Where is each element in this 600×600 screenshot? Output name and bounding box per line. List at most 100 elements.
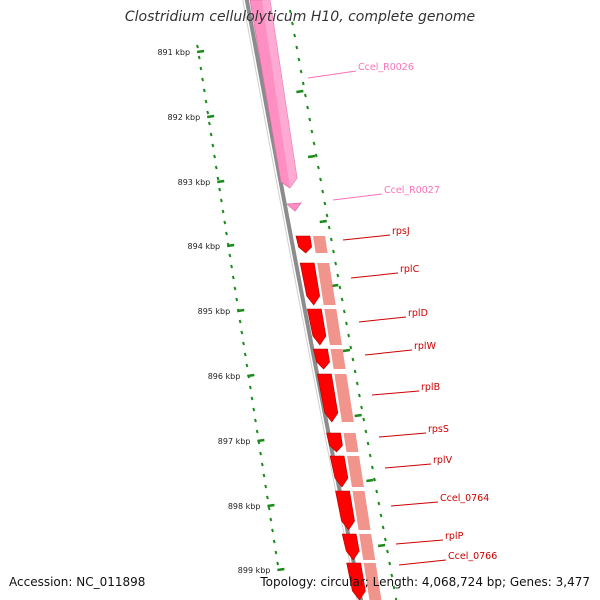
scale-tick — [277, 567, 285, 572]
map-title: Clostridium cellulolyticum H10, complete… — [124, 9, 476, 25]
scale-dot — [223, 220, 227, 225]
scale-ruler: 891 kbp 892 kbp 893 kbp 894 kbp 895 kbp 896 k… — [157, 9, 398, 600]
scale-dot — [214, 165, 218, 170]
scale-tick — [206, 114, 215, 119]
scale-dot — [199, 66, 203, 71]
scale-tick — [226, 243, 235, 248]
guide-dot — [357, 393, 361, 398]
gene-label: Ccel_0764 — [440, 493, 489, 504]
guide-tick — [307, 154, 316, 159]
scale-dot — [225, 231, 228, 236]
scale-dot — [204, 99, 208, 104]
guide-dot — [362, 417, 366, 422]
feature-labels: Ccel_R0026 Ccel_R0027 rpsJ rplC rplD rplW rplB… — [307, 62, 497, 566]
guide-dot — [338, 285, 342, 290]
scale-dot — [243, 352, 247, 357]
gene-label: Ccel_R0027 — [384, 185, 440, 196]
cds-gene-band — [330, 349, 346, 369]
scale-tick — [257, 438, 265, 443]
guide-dot — [329, 237, 333, 242]
guide-tick — [296, 89, 304, 94]
cds-gene-arrow — [329, 455, 349, 488]
guide-dot — [295, 45, 299, 50]
scale-tick-label: 892 kbp — [168, 113, 201, 122]
cds-gene-band — [347, 456, 364, 487]
guide-dot — [392, 585, 396, 590]
gene-label: Ccel_R0026 — [358, 62, 414, 73]
accession-label: Accession: NC_011898 — [9, 575, 146, 589]
topology-label: Topology: circular; Length: 4,068,724 bp… — [260, 575, 590, 589]
scale-dot — [245, 363, 249, 368]
scale-dot — [196, 44, 199, 49]
scale-tick — [267, 503, 275, 508]
guide-dot — [310, 129, 314, 134]
feature-track — [249, 0, 382, 600]
scale-dot — [265, 495, 269, 500]
guide-dot — [351, 357, 355, 362]
guide-dot — [299, 69, 303, 74]
scale-dot — [213, 154, 216, 159]
gene-leader-line — [390, 501, 439, 507]
gene-label: rplD — [408, 308, 428, 319]
scale-tick-label: 891 kbp — [157, 48, 190, 57]
scale-dot — [271, 528, 274, 533]
guide-dot — [342, 309, 346, 314]
guide-dot — [308, 117, 312, 122]
gene-label: rplC — [400, 264, 420, 275]
rna-gene-arrow — [286, 202, 302, 212]
guide-dot — [303, 93, 307, 98]
gene-leader-line — [371, 390, 420, 396]
cds-gene-band — [324, 309, 342, 345]
guide-dot — [316, 165, 320, 170]
cds-gene-band — [359, 534, 376, 560]
guide-dot — [360, 405, 364, 410]
gene-label: rplB — [421, 382, 440, 393]
cds-gene-arrow — [313, 348, 330, 370]
gene-leader-line — [350, 272, 399, 279]
cds-gene-band — [352, 491, 371, 530]
guide-dot — [288, 9, 292, 14]
scale-dot — [264, 484, 268, 489]
guide-tick — [319, 219, 327, 224]
guide-tick — [354, 413, 362, 418]
guide-dot — [390, 573, 394, 578]
gene-leader-line — [378, 432, 427, 438]
cds-gene-arrow — [341, 533, 360, 561]
scale-dot — [231, 275, 235, 280]
scale-dot — [260, 462, 264, 467]
scale-dot — [209, 132, 213, 137]
rna-gene-highlight — [262, 0, 297, 188]
scale-tick-label: 896 kbp — [208, 372, 241, 381]
guide-dot — [301, 81, 305, 86]
scale-tick — [217, 179, 225, 184]
guide-dot — [332, 249, 335, 254]
scale-dot — [230, 264, 234, 269]
gene-leader-line — [384, 463, 432, 469]
gene-leader-line — [398, 559, 447, 566]
cds-gene-arrow — [335, 490, 355, 531]
cds-gene-band — [343, 433, 359, 452]
cds-gene-arrow — [317, 373, 339, 423]
guide-dot — [345, 321, 348, 326]
scale-dot — [267, 506, 271, 511]
scale-dot — [218, 187, 222, 192]
scale-dot — [206, 110, 210, 115]
guide-dot — [375, 489, 379, 494]
guide-dot — [323, 201, 327, 206]
gene-leader-line — [358, 316, 407, 323]
scale-dot — [201, 77, 205, 82]
scale-dot — [252, 407, 256, 412]
scale-dot — [211, 143, 215, 148]
scale-dot — [276, 561, 280, 566]
scale-dot — [250, 396, 254, 401]
scale-dot — [197, 55, 201, 60]
guide-dot — [312, 141, 316, 146]
guide-dot — [321, 189, 325, 194]
guide-dot — [349, 345, 353, 350]
scale-tick — [237, 308, 245, 313]
guide-dot — [355, 381, 359, 386]
scale-tick — [196, 49, 205, 54]
scale-dot — [255, 429, 259, 434]
cds-gene-arrow — [326, 432, 343, 453]
